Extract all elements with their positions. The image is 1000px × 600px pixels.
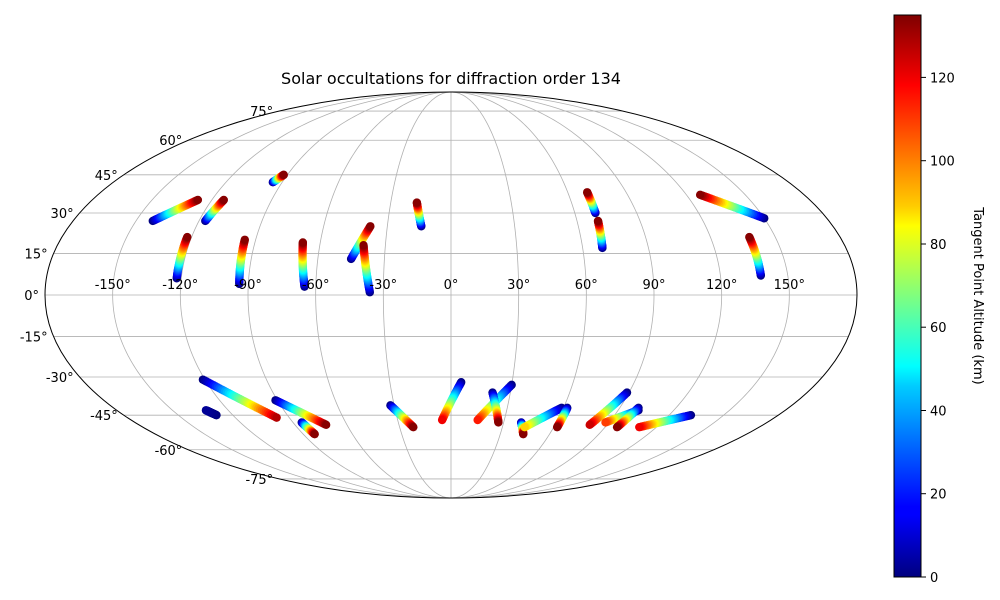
occultation-track [298,238,309,291]
occultation-point [473,415,482,425]
latitude-tick-label: -45° [90,409,118,424]
latitude-tick-label: -60° [155,444,183,459]
occultation-point [298,238,308,247]
latitude-tick-label: 30° [51,207,74,222]
longitude-tick-label: -150° [95,278,131,293]
occultation-point [494,418,503,427]
colorbar-tick-label: 120 [930,71,955,86]
occultation-track [635,410,696,432]
occultation-point [409,422,418,432]
occultation-track [297,418,319,439]
occultation-track [268,170,288,187]
occultation-point [310,429,319,439]
occultation-point [193,195,203,205]
longitude-tick-label: -30° [369,278,397,293]
longitude-tick-label: 90° [642,278,665,293]
occultation-point [412,198,422,207]
map-outline [44,91,858,499]
longitude-tick-label: -90° [234,278,262,293]
occultation-point [695,190,705,200]
latitude-tick-label: 45° [95,169,118,184]
colorbar-tick-label: 0 [930,571,938,586]
colorbar-tick-label: 100 [930,155,955,170]
latitude-tick-label: 60° [159,134,182,149]
latitude-tick-label: -75° [245,473,273,488]
occultation-track [695,190,769,223]
occultation-track [198,375,281,422]
occultation-track [148,195,203,226]
occultation-point [279,170,288,180]
occultation-track [172,232,192,283]
occultation-track [552,403,572,432]
occultation-track [201,195,228,226]
colorbar-tick-label: 40 [930,405,947,420]
occultation-point [240,235,249,244]
occultation-track [386,401,418,432]
occultation-point [585,420,594,430]
occultation-point [612,422,622,432]
latitude-tick-labels: -75° -60° -45° -30° -15° 0° 15° 30° 45° 60° 75° [20,105,273,488]
occultation-track [745,232,766,280]
occultation-point [219,195,228,205]
occultation-track [437,378,466,425]
occultation-track [612,403,643,432]
longitude-tick-label: 0° [444,278,459,293]
colorbar-tick-label: 20 [930,488,947,503]
occultation-point [359,241,368,250]
occultation-point [201,406,211,415]
occultation-point [321,420,331,430]
latitude-tick-label: 15° [25,247,48,262]
occultation-point [593,216,603,226]
colorbar-ticks: 0 20 40 60 80 100 120 [921,71,955,586]
latitude-tick-label: 0° [24,289,39,304]
occultation-track [271,396,331,430]
longitude-tick-label: -120° [162,278,198,293]
latitude-tick-label: 75° [250,105,273,120]
occultation-track [412,198,426,231]
occultation-track [488,388,503,427]
occultation-track [359,241,375,297]
occultation-track [582,188,600,218]
occultation-tracks [148,170,769,439]
occultation-point [582,188,592,197]
occultation-point [366,222,375,231]
longitude-tick-label: -60° [302,278,330,293]
occultation-point [635,422,644,432]
occultation-point [519,429,528,439]
latitude-tick-label: -30° [46,371,74,386]
longitude-tick-label: 120° [706,278,737,293]
occultation-point [745,232,754,242]
occultation-point [552,422,562,432]
chart-title: Solar occultations for diffraction order… [281,69,621,88]
longitude-tick-label: 30° [507,278,530,293]
longitude-tick-label: 150° [774,278,805,293]
longitude-tick-label: 60° [575,278,598,293]
colorbar-label: Tangent Point Altitude (km) [970,206,985,384]
longitude-tick-labels: -150° -120° -90° -60° -30° 0° 30° 60° 90° 120° 150… [95,278,805,293]
occultation-track [346,222,375,264]
map-grid [45,92,857,498]
colorbar-tick-label: 80 [930,238,947,253]
occultation-track [235,235,249,289]
colorbar-gradient [893,14,922,578]
occultation-point [437,415,447,425]
latitude-tick-label: -15° [20,331,48,346]
occultation-point [183,232,192,242]
occultation-track [585,388,632,430]
occultation-track [593,216,607,253]
occultation-track [520,403,566,432]
occultation-point [272,413,281,422]
occultation-point [520,422,529,432]
colorbar: 0 20 40 60 80 100 120 Tangent Point Altitude (… [893,14,985,586]
occultation-track [201,406,221,420]
colorbar-tick-label: 60 [930,321,947,336]
occultation-point [601,418,610,427]
